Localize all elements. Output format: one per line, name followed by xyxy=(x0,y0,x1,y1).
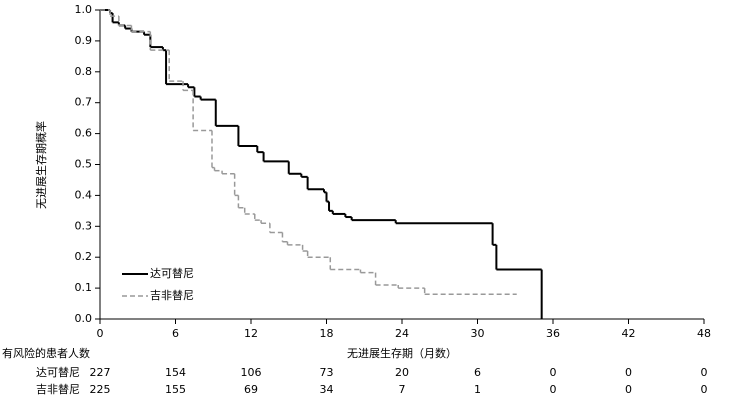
x-tick-label: 12 xyxy=(244,327,258,340)
y-tick-label: 0.9 xyxy=(75,34,93,47)
risk-row-label: 达可替尼 xyxy=(36,365,80,379)
risk-count: 6 xyxy=(474,366,481,379)
risk-count: 0 xyxy=(625,366,632,379)
x-tick-label: 0 xyxy=(97,327,104,340)
legend-label: 吉非替尼 xyxy=(150,288,194,302)
y-tick-label: 0.4 xyxy=(75,188,93,201)
risk-count: 106 xyxy=(241,366,262,379)
x-tick-label: 42 xyxy=(622,327,636,340)
y-tick-label: 0.6 xyxy=(75,127,93,140)
x-tick-label: 24 xyxy=(395,327,409,340)
y-tick-label: 0.2 xyxy=(75,250,93,263)
risk-count: 0 xyxy=(550,366,557,379)
risk-count: 1 xyxy=(474,383,481,396)
risk-row-label: 吉非替尼 xyxy=(36,382,80,396)
y-tick-label: 0.1 xyxy=(75,281,93,294)
legend-label: 达可替尼 xyxy=(150,266,194,280)
risk-count: 225 xyxy=(90,383,111,396)
y-tick-label: 1.0 xyxy=(75,3,93,16)
risk-count: 0 xyxy=(701,366,708,379)
risk-count: 0 xyxy=(625,383,632,396)
y-tick-label: 0.0 xyxy=(75,312,93,325)
x-tick-label: 18 xyxy=(320,327,334,340)
risk-count: 69 xyxy=(244,383,258,396)
y-tick-label: 0.3 xyxy=(75,219,93,232)
risk-count: 34 xyxy=(320,383,334,396)
risk-count: 0 xyxy=(701,383,708,396)
risk-count: 73 xyxy=(320,366,334,379)
risk-count: 227 xyxy=(90,366,111,379)
risk-count: 7 xyxy=(399,383,406,396)
y-tick-label: 0.7 xyxy=(75,96,93,109)
x-tick-label: 6 xyxy=(172,327,179,340)
risk-count: 0 xyxy=(550,383,557,396)
y-tick-label: 0.8 xyxy=(75,65,93,78)
risk-table-title: 有风险的患者人数 xyxy=(2,346,90,360)
y-axis-label: 无进展生存期概率 xyxy=(34,121,48,209)
risk-count: 20 xyxy=(395,366,409,379)
x-axis-label: 无进展生存期（月数） xyxy=(347,346,457,360)
x-tick-label: 48 xyxy=(697,327,711,340)
y-tick-label: 0.5 xyxy=(75,158,93,171)
x-tick-label: 36 xyxy=(546,327,560,340)
risk-count: 154 xyxy=(165,366,186,379)
x-tick-label: 30 xyxy=(471,327,485,340)
risk-count: 155 xyxy=(165,383,186,396)
